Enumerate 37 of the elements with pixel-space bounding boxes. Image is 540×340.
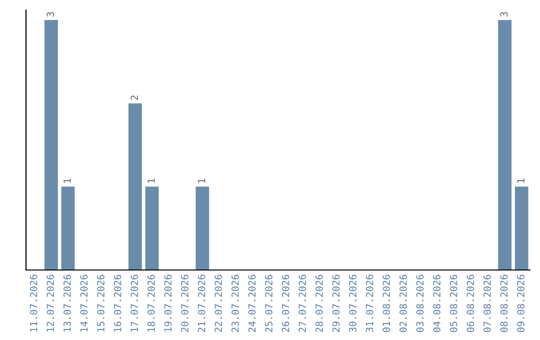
x-tick-label: 01.08.2026	[382, 274, 390, 332]
x-tick-label: 24.07.2026	[248, 274, 256, 332]
x-tick-label: 07.08.2026	[483, 274, 491, 332]
x-tick-label: 06.08.2026	[466, 274, 474, 332]
data-label: 1	[64, 178, 71, 183]
x-tick-label: 20.07.2026	[181, 274, 188, 332]
x-tick-label: 13.07.2026	[63, 274, 71, 332]
x-tick-label: 11.07.2026	[30, 274, 38, 332]
x-tick-label: 12.07.2026	[46, 274, 54, 332]
data-label: 3	[500, 12, 508, 17]
data-label: 3	[46, 12, 54, 17]
x-tick-label: 22.07.2026	[214, 274, 222, 332]
x-tick-label: 08.08.2026	[500, 274, 508, 332]
x-tick-label: 28.07.2026	[315, 274, 323, 332]
data-label: 1	[148, 178, 155, 183]
x-tick-label: 04.08.2026	[433, 274, 440, 332]
x-tick-label: 19.07.2026	[164, 274, 172, 332]
x-tick-label: 16.07.2026	[114, 274, 122, 332]
data-label: 1	[517, 178, 524, 183]
data-label: 1	[198, 178, 206, 183]
x-tick-label: 03.08.2026	[416, 274, 424, 332]
x-tick-label: 29.07.2026	[332, 274, 340, 332]
x-tick-label: 14.07.2026	[80, 274, 88, 332]
x-tick-label: 30.07.2026	[349, 274, 356, 332]
x-tick-label: 15.07.2026	[97, 274, 104, 332]
x-tick-label: 18.07.2026	[147, 274, 155, 332]
data-label: 2	[130, 96, 138, 100]
x-tick-label: 23.07.2026	[231, 274, 239, 332]
x-tick-label: 02.08.2026	[399, 274, 407, 332]
x-tick-label: 09.08.2026	[517, 274, 524, 332]
x-tick-label: 17.07.2026	[130, 274, 138, 332]
x-tick-label: 27.07.2026	[298, 274, 306, 332]
x-tick-label: 05.08.2026	[450, 274, 458, 332]
x-tick-label: 25.07.2026	[265, 274, 272, 332]
x-tick-label: 26.07.2026	[282, 274, 290, 332]
x-tick-label: 21.07.2026	[198, 274, 206, 332]
x-tick-label: 31.07.2026	[366, 274, 374, 332]
